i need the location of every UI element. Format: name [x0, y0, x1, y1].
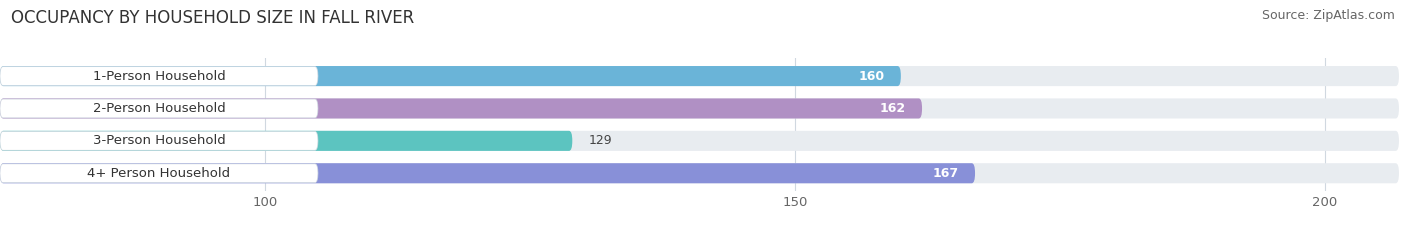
Text: 129: 129 — [588, 134, 612, 147]
Text: 1-Person Household: 1-Person Household — [93, 70, 225, 82]
FancyBboxPatch shape — [0, 131, 318, 150]
FancyBboxPatch shape — [0, 66, 1399, 86]
FancyBboxPatch shape — [0, 163, 1399, 183]
FancyBboxPatch shape — [0, 131, 1399, 151]
Text: 162: 162 — [880, 102, 905, 115]
Text: 2-Person Household: 2-Person Household — [93, 102, 225, 115]
Text: 160: 160 — [859, 70, 884, 82]
FancyBboxPatch shape — [0, 66, 901, 86]
FancyBboxPatch shape — [0, 131, 572, 151]
FancyBboxPatch shape — [0, 99, 318, 118]
Text: OCCUPANCY BY HOUSEHOLD SIZE IN FALL RIVER: OCCUPANCY BY HOUSEHOLD SIZE IN FALL RIVE… — [11, 9, 415, 27]
FancyBboxPatch shape — [0, 67, 318, 86]
FancyBboxPatch shape — [0, 164, 318, 183]
Text: 4+ Person Household: 4+ Person Household — [87, 167, 231, 180]
FancyBboxPatch shape — [0, 163, 974, 183]
Text: 167: 167 — [934, 167, 959, 180]
Text: Source: ZipAtlas.com: Source: ZipAtlas.com — [1261, 9, 1395, 22]
Text: 3-Person Household: 3-Person Household — [93, 134, 225, 147]
FancyBboxPatch shape — [0, 98, 922, 119]
FancyBboxPatch shape — [0, 98, 1399, 119]
